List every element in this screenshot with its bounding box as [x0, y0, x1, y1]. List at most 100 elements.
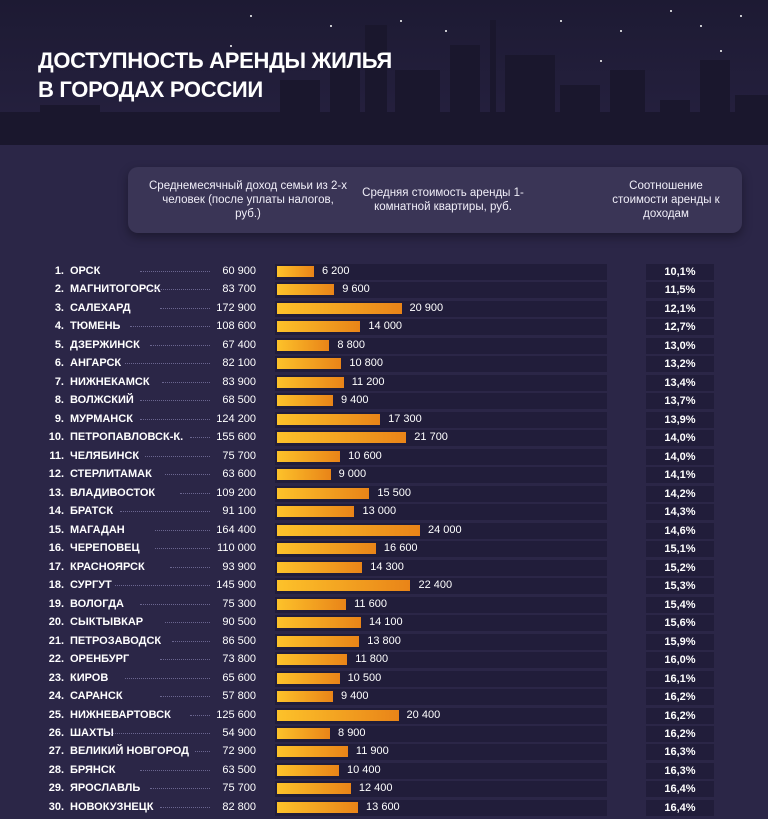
table-row: 26. ШАХТЫ 54 900 8 900 16,2%: [0, 726, 768, 742]
rent-label: 14 100: [369, 616, 403, 629]
bar-track: [275, 670, 607, 687]
city-name: ШАХТЫ: [70, 727, 114, 739]
leader-dots: [180, 492, 210, 494]
ratio-value: 14,0%: [646, 448, 714, 465]
table-row: 19. ВОЛОГДА 75 300 11 600 15,4%: [0, 596, 768, 613]
ratio-value: 15,9%: [646, 633, 714, 650]
leader-dots: [190, 714, 210, 716]
rent-label: 12 400: [358, 782, 393, 795]
income-value: 75 700: [222, 782, 256, 795]
moon-icon: [127, 10, 143, 30]
ratio-value: 15,6%: [646, 615, 714, 632]
rent-label: 8 900: [338, 727, 366, 739]
income-value: 63 500: [222, 763, 256, 776]
city-name: МУРМАНСК: [70, 412, 133, 425]
city-name: СТЕРЛИТАМАК: [70, 468, 152, 481]
rank: 11.: [49, 449, 64, 462]
rent-bar: [277, 691, 333, 703]
city-name: МАГАДАН: [70, 523, 125, 536]
rank: 9.: [54, 412, 64, 425]
rank: 1.: [54, 265, 64, 277]
rank: 26.: [48, 727, 64, 739]
ratio-value: 13,4%: [646, 374, 714, 391]
table-row: 16. ЧЕРЕПОВЕЦ 110 000 16 600 15,1%: [0, 541, 768, 558]
table-row: 8. ВОЛЖСКИЙ 68 500 9 400 13,7%: [0, 393, 768, 410]
rent-label: 6 200: [321, 265, 350, 277]
income-value: 67 400: [222, 338, 256, 351]
leader-dots: [160, 659, 210, 661]
table-row: 1. ОРСК 60 900 6 200 10,1%: [0, 264, 768, 280]
income-value: 54 900: [222, 727, 256, 739]
leader-dots: [155, 548, 210, 550]
rent-label: 14 000: [368, 320, 403, 333]
rank: 30.: [48, 800, 64, 813]
rent-bar: [277, 672, 340, 684]
city-name: СУРГУТ: [70, 579, 112, 592]
table-row: 30. НОВОКУЗНЕЦК 82 800 13 600 16,4%: [0, 799, 768, 816]
bar-track: [275, 337, 607, 354]
rent-label: 11 200: [351, 375, 385, 388]
city-name: ВОЛОГДА: [70, 597, 124, 610]
rent-bar: [277, 783, 351, 795]
rank: 15.: [48, 523, 64, 536]
leader-dots: [140, 400, 210, 402]
rent-bar: [277, 284, 335, 296]
city-name: МАГНИТОГОРСК: [70, 283, 161, 296]
rent-label: 10 800: [349, 357, 383, 370]
bar-track: [275, 356, 607, 373]
city-name: ОРЕНБУРГ: [70, 653, 130, 666]
rent-label: 20 400: [406, 708, 441, 721]
ratio-value: 16,1%: [646, 670, 714, 687]
bar-track: [275, 781, 607, 798]
bar-track: [275, 282, 607, 299]
ratio-value: 13,9%: [646, 411, 714, 428]
city-name: ВЕЛИКИЙ НОВГОРОД: [70, 745, 190, 758]
income-value: 155 600: [216, 431, 256, 444]
star: [670, 10, 672, 12]
ratio-value: 14,3%: [646, 504, 714, 521]
table-row: 25. НИЖНЕВАРТОВСК 125 600 20 400 16,2%: [0, 707, 768, 724]
leader-dots: [120, 511, 210, 513]
rank: 3.: [54, 301, 64, 314]
ratio-value: 14,0%: [646, 430, 714, 447]
rank: 4.: [54, 320, 64, 333]
income-value: 110 000: [217, 542, 256, 555]
bar-track: [275, 393, 607, 410]
rank: 5.: [54, 338, 64, 351]
rent-bar: [277, 321, 361, 333]
star: [740, 15, 742, 17]
rent-bar: [277, 395, 333, 407]
rent-bar: [277, 432, 407, 444]
rent-bar: [277, 339, 330, 351]
ratio-value: 16,2%: [646, 726, 714, 742]
ratio-value: 11,5%: [646, 282, 714, 299]
bar-track: [275, 596, 607, 613]
rank: 17.: [48, 560, 64, 573]
bar-track: [275, 726, 607, 742]
city-name: КРАСНОЯРСК: [70, 560, 145, 573]
city-name: КИРОВ: [70, 671, 109, 684]
income-value: 75 700: [222, 449, 256, 462]
leader-dots: [172, 640, 210, 642]
ratio-value: 12,7%: [646, 319, 714, 336]
rent-label: 11 800: [355, 653, 389, 666]
ratio-value: 15,3%: [646, 578, 714, 595]
city-name: НИЖНЕВАРТОВСК: [70, 708, 171, 721]
income-value: 83 900: [222, 375, 256, 388]
rent-label: 21 700: [414, 431, 448, 444]
rank: 28.: [48, 763, 64, 776]
ratio-value: 16,3%: [646, 762, 714, 779]
table-row: 15. МАГАДАН 164 400 24 000 14,6%: [0, 522, 768, 539]
rent-label: 15 500: [377, 486, 411, 499]
city-name: ЧЕРЕПОВЕЦ: [70, 542, 140, 555]
skyline-illustration: [0, 10, 768, 145]
ratio-value: 13,0%: [646, 337, 714, 354]
leader-dots: [160, 696, 210, 698]
leader-dots: [155, 529, 210, 531]
rank: 27.: [48, 745, 64, 758]
income-value: 82 800: [222, 800, 256, 813]
star: [700, 25, 702, 27]
rent-bar: [277, 709, 399, 721]
leader-dots: [140, 769, 210, 771]
income-value: 82 100: [222, 357, 256, 370]
